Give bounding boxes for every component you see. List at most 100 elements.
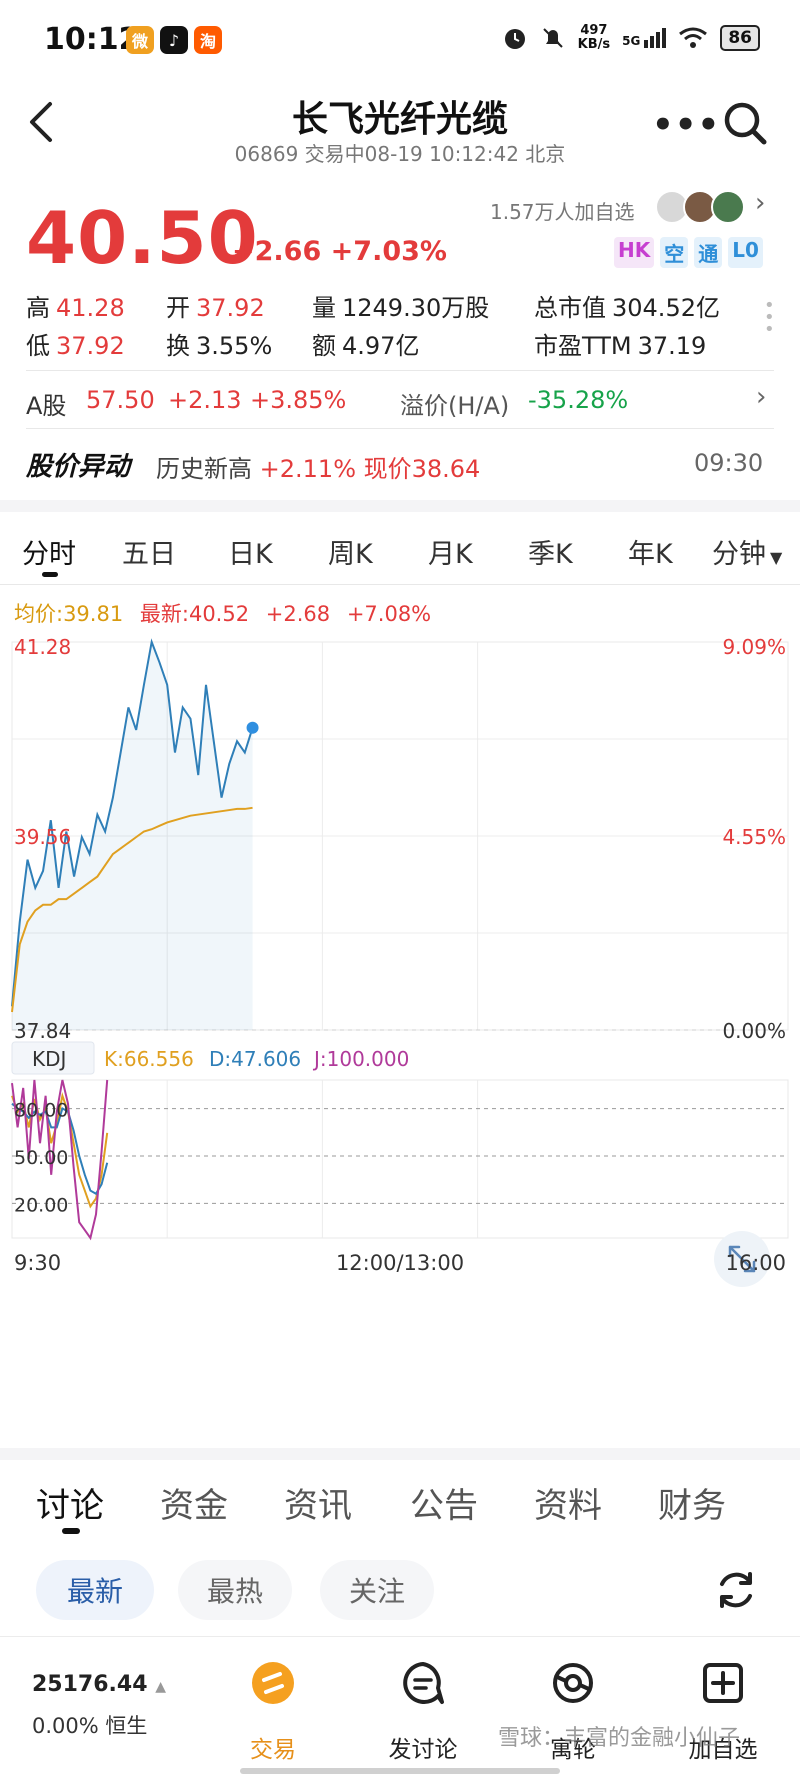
add-watchlist-icon	[703, 1663, 743, 1703]
y-axis-label-right: 9.09%	[722, 635, 786, 659]
filter-hot[interactable]: 最热	[178, 1560, 292, 1620]
kdj-y-label: 50.00	[14, 1147, 68, 1169]
mute-bell-icon	[542, 28, 563, 48]
stat-high: 高 41.28	[26, 294, 125, 322]
section-gap	[0, 500, 800, 512]
a-share-pct: +3.85%	[250, 386, 347, 414]
caret-down-icon: ▼	[770, 548, 783, 567]
battery-indicator: 86	[720, 25, 760, 51]
kdj-title: KDJ	[32, 1047, 66, 1071]
tab-news[interactable]: 资讯	[284, 1486, 352, 1526]
price-alert-time: 09:30	[694, 449, 764, 477]
caret-up-icon: ▲	[155, 1679, 166, 1695]
index-value[interactable]: 25176.44 ▲	[32, 1672, 166, 1697]
tab-year-k[interactable]: 年K	[628, 539, 673, 570]
home-indicator[interactable]	[240, 1768, 560, 1774]
y-axis-label-left: 37.84	[14, 1019, 71, 1043]
divider	[26, 428, 774, 429]
kdj-frame	[11, 1079, 789, 1239]
tab-week-k[interactable]: 周K	[328, 539, 373, 570]
kdj-y-label: 80.00	[14, 1100, 68, 1122]
filter-following[interactable]: 关注	[320, 1560, 434, 1620]
tab-day-k[interactable]: 日K	[228, 539, 273, 570]
active-tab-indicator	[62, 1528, 80, 1534]
tab-financials[interactable]: 财务	[658, 1486, 726, 1526]
weibo-icon: 微	[126, 26, 154, 54]
y-axis-label-left: 41.28	[14, 635, 71, 659]
latest-pct: +7.08%	[346, 602, 432, 626]
intraday-chart[interactable]: 41.28 39.56 37.84 9.09% 4.55% 0.00% KDJ K:66.5…	[0, 628, 800, 1448]
alarm-icon	[504, 29, 525, 49]
watchlist-count[interactable]: 1.57万人加自选	[490, 200, 635, 224]
page-title: 长飞光纤光缆	[291, 99, 508, 140]
latest-change: +2.68	[265, 602, 331, 626]
tab-discussion[interactable]: 讨论	[36, 1486, 104, 1526]
back-arrow-icon[interactable]	[26, 100, 56, 144]
kdj-title-box	[11, 1041, 95, 1075]
stat-volume: 量 1249.30万股	[312, 294, 490, 322]
taobao-icon: 淘	[194, 26, 222, 54]
chevron-right-icon: ›	[756, 382, 767, 412]
avg-price: 均价:39.81	[14, 602, 124, 626]
stat-low: 低 37.92	[26, 332, 125, 360]
price-series-line	[11, 638, 254, 1007]
net-speed: 497 KB/s	[577, 23, 611, 52]
tag-hk: HK	[614, 237, 655, 268]
stock-subtitle: 06869 交易中08-19 10:12:42 北京	[234, 142, 566, 166]
tab-capital[interactable]: 资金	[160, 1486, 228, 1526]
tab-intraday[interactable]: 分时	[22, 539, 76, 570]
fullscreen-icon[interactable]	[714, 1231, 770, 1287]
kdj-legend-item: J:100.000	[312, 1047, 409, 1071]
kdj-d-line	[11, 1102, 109, 1196]
y-axis-label-left: 39.56	[14, 825, 71, 849]
x-axis-label: 16:00	[725, 1251, 786, 1275]
stat-turnover: 换 3.55%	[166, 332, 273, 360]
tab-announcements[interactable]: 公告	[410, 1486, 478, 1526]
section-gap	[0, 1448, 800, 1460]
tab-quarter-k[interactable]: 季K	[528, 539, 573, 570]
active-tab-indicator	[42, 572, 58, 577]
stat-mcap: 总市值 304.52亿	[534, 294, 720, 322]
index-change[interactable]: 0.00% 恒生	[32, 1714, 148, 1738]
y-axis-label-right: 4.55%	[722, 825, 786, 849]
trade-icon	[252, 1662, 294, 1704]
tag-connect: 通	[694, 237, 723, 268]
current-price: 40.50	[26, 196, 259, 280]
status-indicators: 497 KB/s 5G 86	[502, 24, 760, 52]
divider	[26, 370, 774, 371]
wheel-icon	[553, 1663, 593, 1703]
y-axis-label-right: 0.00%	[722, 1019, 786, 1043]
filter-latest[interactable]: 最新	[36, 1560, 154, 1620]
price-alert-text[interactable]: 历史新高 +2.11% 现价38.64	[156, 455, 481, 483]
chart-header: 均价:39.81 最新:40.52 +2.68 +7.08%	[14, 598, 431, 628]
tab-month-k[interactable]: 月K	[428, 539, 473, 570]
post-discussion-icon	[403, 1662, 444, 1704]
kdj-legend-item: D:47.606	[209, 1047, 301, 1071]
search-icon[interactable]	[722, 100, 768, 146]
tag-short: 空	[660, 237, 689, 268]
kdj-k-line	[11, 1092, 109, 1209]
expand-stats-icon[interactable]: • • •	[764, 295, 775, 340]
status-time: 10:12	[44, 22, 140, 57]
stat-open: 开 37.92	[166, 294, 265, 322]
price-change: +2.66 +7.03%	[232, 236, 447, 267]
price-alert-title: 股价异动	[26, 452, 131, 482]
x-axis-label: 9:30	[14, 1251, 61, 1275]
more-options-icon[interactable]: •••	[652, 105, 721, 145]
stock-tags: HK 空 通 L0	[614, 237, 763, 268]
tab-minute[interactable]: 分钟 ▼	[712, 539, 783, 570]
kdj-legend-item: K:66.556	[104, 1047, 194, 1071]
tab-five-day[interactable]: 五日	[122, 539, 176, 570]
a-share-change: +2.13	[168, 386, 242, 414]
latest-price-dot	[246, 721, 259, 734]
refresh-icon[interactable]	[712, 1566, 760, 1614]
follower-avatars[interactable]: ›	[655, 188, 766, 224]
divider	[0, 584, 800, 585]
tag-level: L0	[728, 237, 763, 268]
tab-profile[interactable]: 资料	[534, 1486, 602, 1526]
stat-pe: 市盈TTM 37.19	[534, 332, 707, 360]
stat-amount: 额 4.97亿	[312, 332, 420, 360]
avatar	[711, 190, 745, 224]
chevron-right-icon: ›	[755, 188, 766, 218]
avg-series-line	[11, 806, 253, 1013]
